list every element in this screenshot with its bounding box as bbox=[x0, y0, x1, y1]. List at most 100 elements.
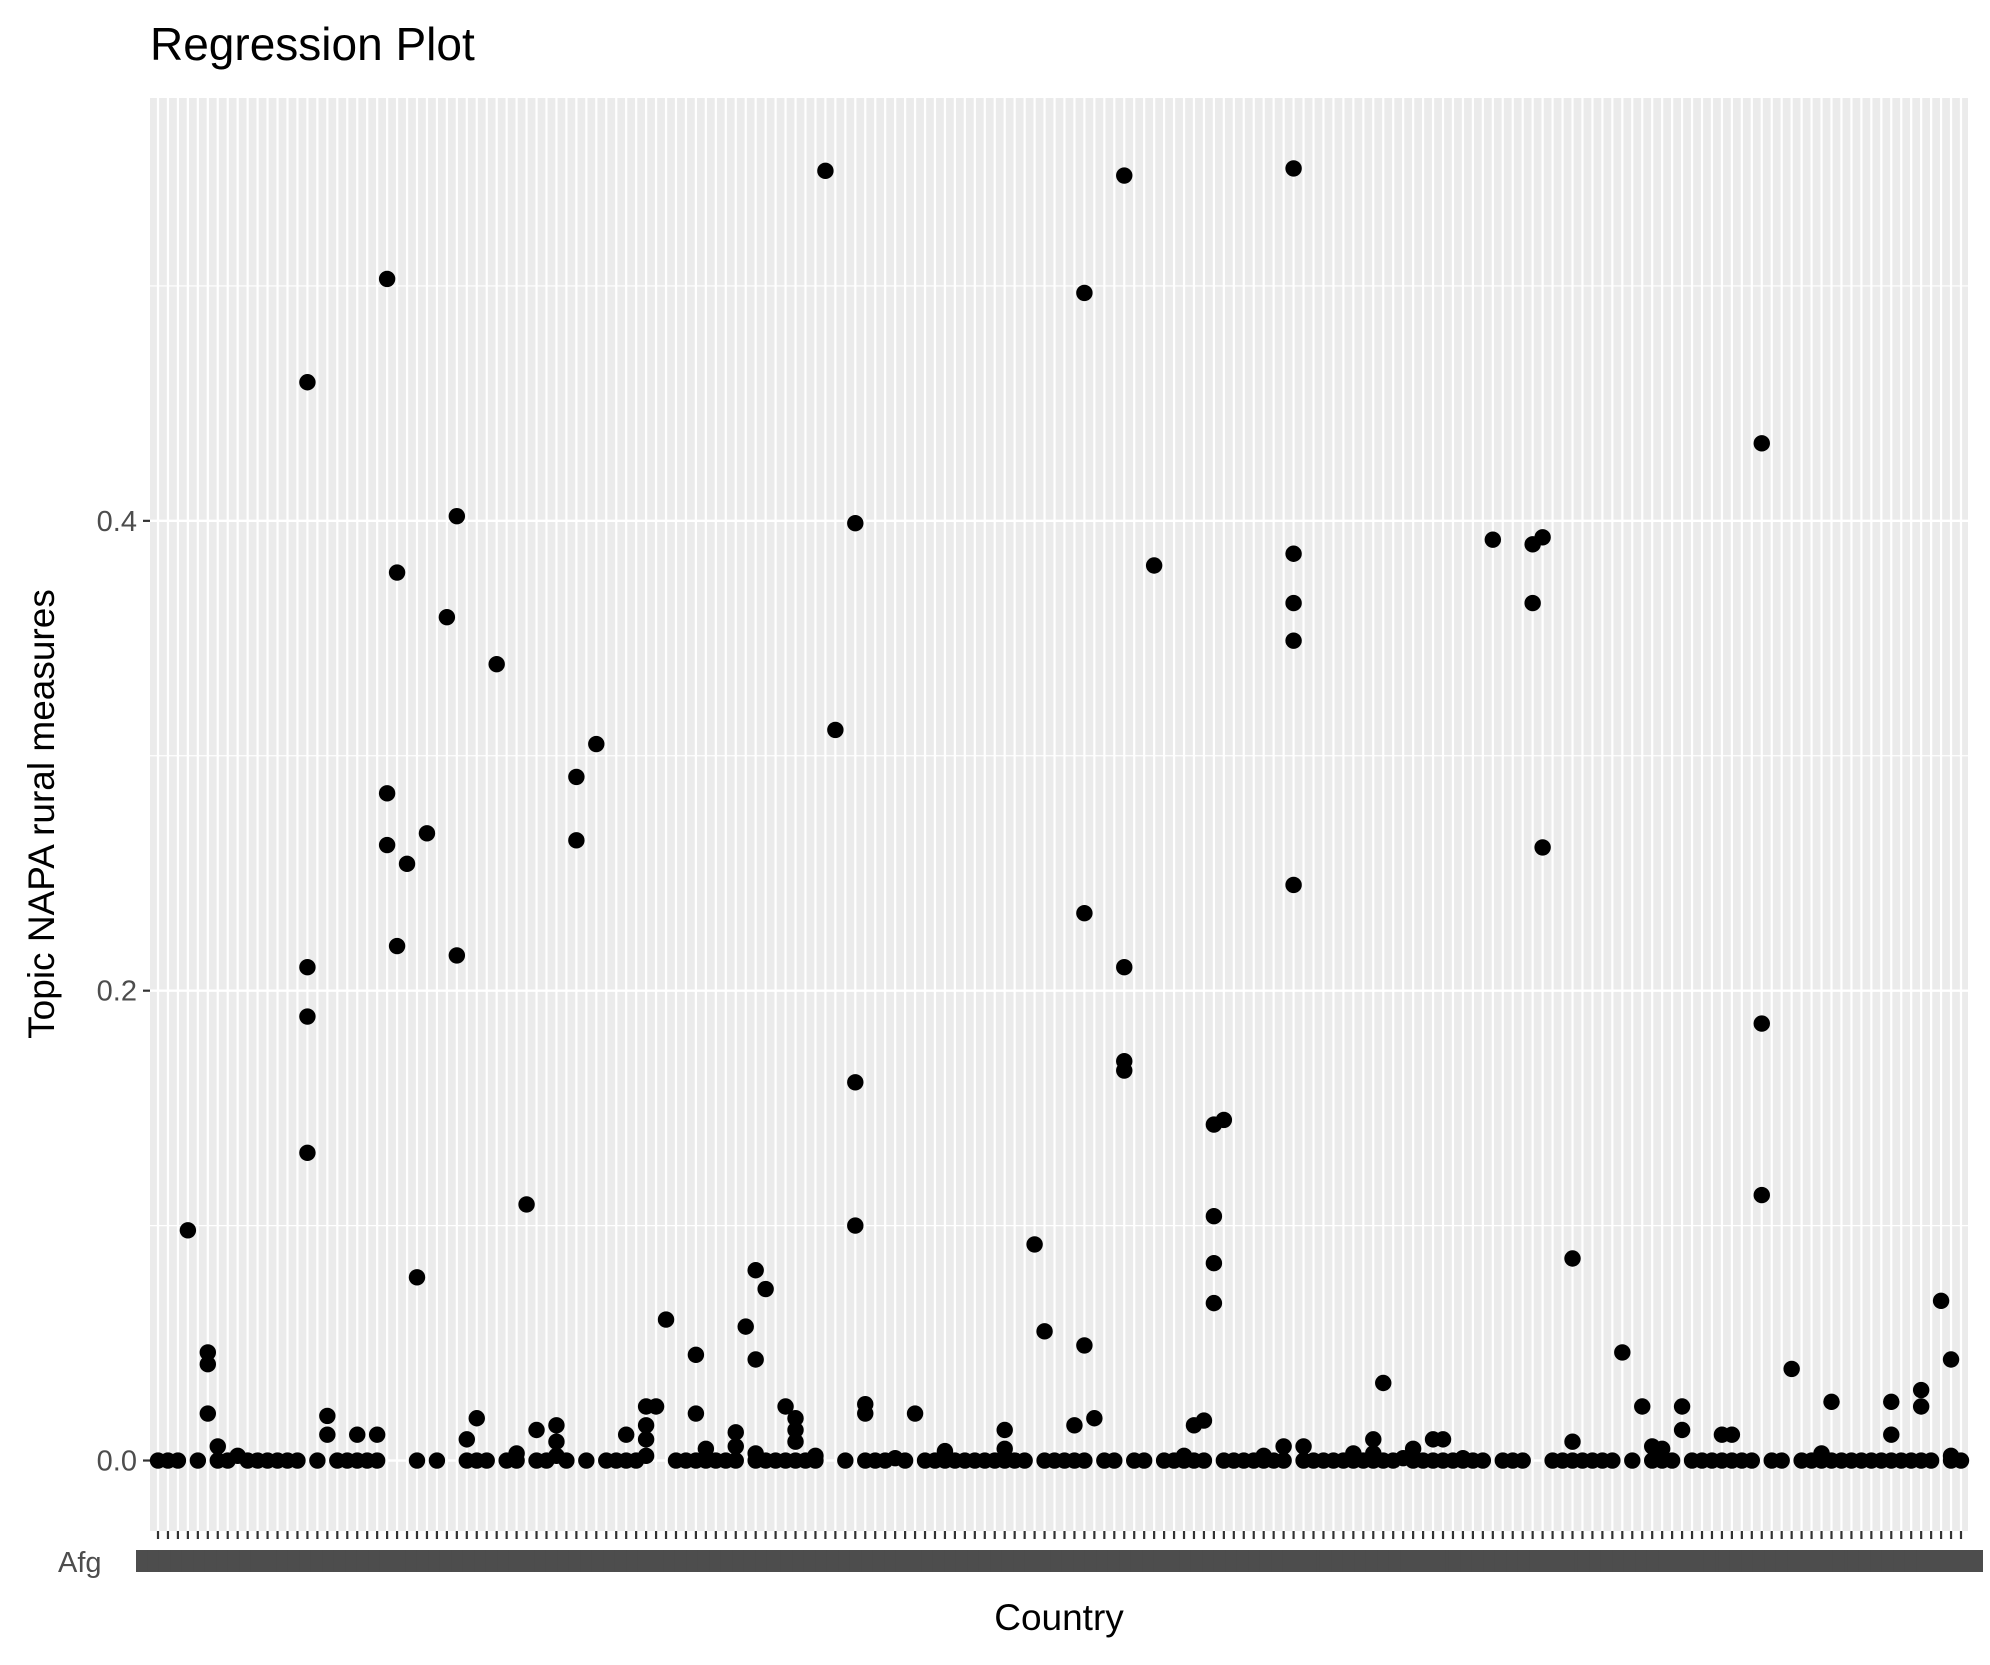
axes: 0.0 0.2 0.4 Afg bbox=[58, 506, 1983, 1579]
data-point bbox=[438, 608, 456, 626]
data-point bbox=[1135, 1452, 1153, 1469]
data-point bbox=[299, 1144, 316, 1161]
data-point bbox=[727, 1438, 744, 1455]
data-point bbox=[647, 1398, 665, 1415]
data-point bbox=[478, 1452, 495, 1469]
data-point bbox=[1016, 1452, 1033, 1469]
data-point bbox=[1404, 1440, 1422, 1457]
data-point bbox=[558, 1452, 575, 1469]
data-point bbox=[378, 836, 396, 854]
data-point bbox=[1205, 1208, 1223, 1225]
data-point bbox=[847, 1074, 864, 1091]
data-point bbox=[1145, 557, 1163, 574]
data-point bbox=[378, 785, 396, 802]
data-point bbox=[637, 1431, 655, 1448]
data-point bbox=[388, 937, 406, 955]
data-point bbox=[588, 735, 605, 753]
data-point bbox=[727, 1424, 744, 1441]
data-point bbox=[1524, 594, 1541, 612]
data-point bbox=[1474, 1452, 1492, 1469]
data-point bbox=[1912, 1398, 1930, 1415]
data-point bbox=[1942, 1351, 1960, 1368]
data-point bbox=[299, 959, 316, 976]
data-point bbox=[289, 1452, 306, 1469]
data-point bbox=[1116, 959, 1133, 976]
plot-panel bbox=[150, 98, 1968, 1531]
data-point bbox=[518, 1196, 535, 1213]
data-point bbox=[1116, 167, 1133, 184]
data-point bbox=[906, 1405, 924, 1422]
data-point bbox=[568, 832, 585, 849]
data-point bbox=[1195, 1412, 1213, 1429]
data-point bbox=[1753, 1015, 1770, 1032]
data-point bbox=[448, 947, 466, 964]
data-point bbox=[1932, 1292, 1950, 1309]
data-point bbox=[687, 1405, 705, 1422]
data-point bbox=[299, 374, 316, 391]
y-tick-label: 0.2 bbox=[97, 976, 137, 1008]
data-point bbox=[1205, 1294, 1223, 1312]
data-point bbox=[1285, 160, 1302, 177]
data-point bbox=[1604, 1452, 1621, 1469]
data-point bbox=[1653, 1440, 1671, 1457]
x-axis-title: Country bbox=[994, 1597, 1124, 1638]
data-point bbox=[1275, 1452, 1292, 1469]
data-point bbox=[1663, 1452, 1681, 1469]
data-point bbox=[847, 1217, 864, 1234]
data-point bbox=[189, 1452, 207, 1469]
chart-title: Regression Plot bbox=[150, 18, 475, 70]
data-point bbox=[368, 1426, 386, 1443]
data-point bbox=[199, 1356, 217, 1373]
data-point bbox=[637, 1417, 655, 1434]
data-point bbox=[1285, 545, 1302, 562]
data-point bbox=[747, 1351, 764, 1368]
data-point bbox=[548, 1433, 565, 1450]
data-point bbox=[1106, 1452, 1123, 1469]
data-point bbox=[1275, 1438, 1292, 1455]
x-tick-label: Afg bbox=[58, 1547, 102, 1579]
data-point bbox=[1066, 1417, 1083, 1434]
data-point bbox=[637, 1447, 655, 1465]
data-point bbox=[378, 270, 396, 288]
data-point bbox=[807, 1452, 824, 1469]
data-point bbox=[548, 1417, 565, 1434]
data-point bbox=[687, 1346, 705, 1364]
data-point bbox=[1723, 1426, 1741, 1443]
data-points bbox=[149, 160, 1970, 1469]
data-point bbox=[1614, 1344, 1631, 1361]
data-point bbox=[1076, 904, 1093, 922]
data-point bbox=[1534, 529, 1551, 546]
data-point bbox=[996, 1440, 1013, 1457]
grid-lines bbox=[150, 98, 1968, 1531]
data-point bbox=[398, 855, 416, 873]
data-point bbox=[1205, 1254, 1223, 1272]
data-point bbox=[1922, 1452, 1940, 1469]
data-point bbox=[408, 1269, 426, 1286]
y-axis-title: Topic NAPA rural measures bbox=[21, 589, 62, 1039]
x-tick-label bbox=[1939, 1550, 1983, 1572]
data-point bbox=[309, 1452, 326, 1469]
data-point bbox=[787, 1421, 804, 1439]
data-point bbox=[169, 1452, 187, 1469]
data-point bbox=[418, 825, 436, 842]
data-point bbox=[299, 1008, 316, 1025]
data-point bbox=[657, 1311, 675, 1328]
data-point bbox=[1753, 435, 1770, 452]
data-point bbox=[1673, 1398, 1691, 1415]
data-point bbox=[1285, 594, 1302, 612]
data-point bbox=[1823, 1393, 1840, 1411]
data-point bbox=[1215, 1111, 1233, 1129]
y-tick-label: 0.0 bbox=[97, 1446, 137, 1478]
data-point bbox=[757, 1280, 774, 1298]
data-point bbox=[408, 1452, 426, 1469]
data-point bbox=[488, 655, 505, 673]
data-point bbox=[1365, 1431, 1382, 1448]
data-point bbox=[727, 1452, 744, 1469]
data-point bbox=[737, 1318, 754, 1335]
data-point bbox=[319, 1426, 336, 1443]
data-point bbox=[996, 1421, 1013, 1439]
data-point bbox=[777, 1398, 794, 1415]
data-point bbox=[578, 1452, 595, 1469]
data-point bbox=[448, 507, 466, 525]
